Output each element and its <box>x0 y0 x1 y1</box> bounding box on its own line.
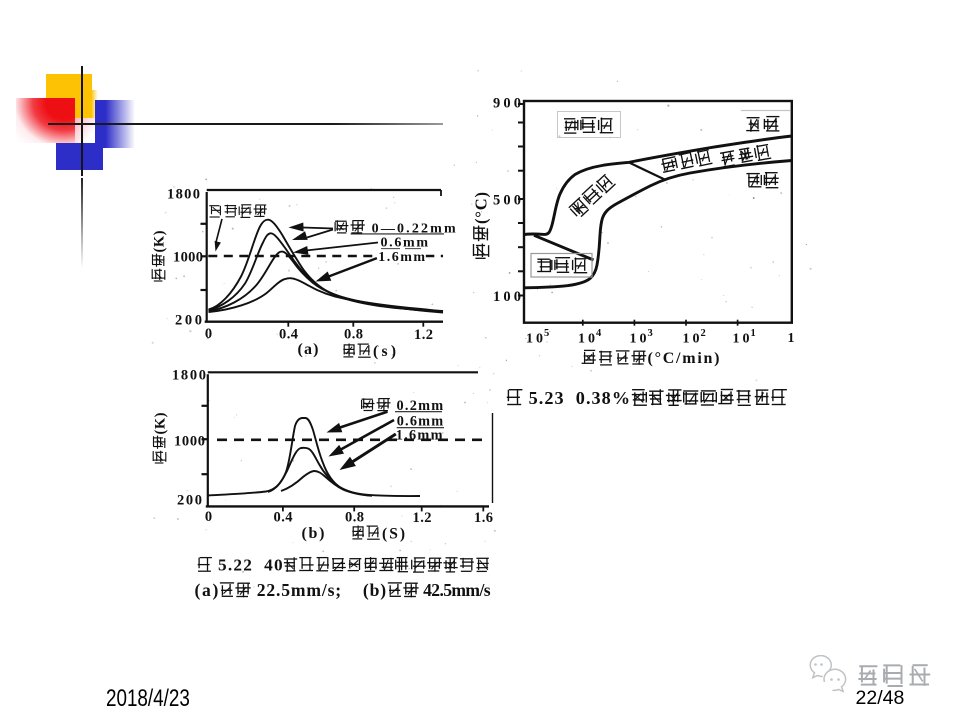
svg-text:5.23 0.38%: 5.23 0.38% <box>523 388 630 408</box>
svg-text:42.5mm/s: 42.5mm/s <box>419 580 490 600</box>
svg-text:4: 4 <box>596 328 602 339</box>
svg-text:0.4: 0.4 <box>279 327 298 343</box>
svg-text:5.22 40: 5.22 40 <box>213 556 283 575</box>
svg-text:1.2: 1.2 <box>414 327 433 343</box>
svg-text:500: 500 <box>493 193 521 209</box>
svg-text:1.2: 1.2 <box>413 510 432 526</box>
svg-text:0.2mm: 0.2mm <box>392 398 444 414</box>
svg-text:10: 10 <box>526 332 543 347</box>
svg-text:0.6mm: 0.6mm <box>381 235 429 250</box>
svg-text:1.6mm: 1.6mm <box>378 250 425 265</box>
svg-text:1800: 1800 <box>167 187 200 203</box>
svg-text:(°C/min): (°C/min) <box>648 350 720 367</box>
svg-text:(°C): (°C) <box>472 192 491 224</box>
svg-text:0: 0 <box>205 509 212 525</box>
svg-text:(K): (K) <box>152 230 168 252</box>
svg-text:10: 10 <box>578 332 595 347</box>
svg-text:200: 200 <box>177 493 202 509</box>
svg-text:1.6: 1.6 <box>474 510 493 526</box>
svg-text:(a): (a) <box>298 341 319 358</box>
svg-text:0.6mm: 0.6mm <box>397 413 444 429</box>
svg-text:1000: 1000 <box>174 434 205 450</box>
svg-text:3: 3 <box>648 328 653 339</box>
svg-text:(a): (a) <box>195 580 219 600</box>
svg-text:22.5mm/s; (b): 22.5mm/s; (b) <box>252 580 387 600</box>
svg-text:(s): (s) <box>373 343 396 360</box>
svg-text:10: 10 <box>733 332 750 347</box>
svg-text:900: 900 <box>493 96 521 112</box>
svg-text:0.8: 0.8 <box>345 510 364 526</box>
svg-text:(S): (S) <box>382 526 405 543</box>
svg-text:1000: 1000 <box>173 250 203 266</box>
svg-text:1800: 1800 <box>172 368 206 384</box>
svg-text:1: 1 <box>751 328 756 339</box>
svg-text:(K): (K) <box>153 412 169 434</box>
svg-text:5: 5 <box>544 328 549 339</box>
svg-text:10: 10 <box>683 332 700 347</box>
svg-text:0: 0 <box>205 326 212 342</box>
svg-text:1: 1 <box>788 331 795 346</box>
svg-text:200: 200 <box>175 313 202 329</box>
svg-text:2: 2 <box>701 328 706 339</box>
svg-text:0.8: 0.8 <box>344 327 363 343</box>
svg-text:1.6mm: 1.6mm <box>396 428 443 444</box>
svg-text:10: 10 <box>630 332 647 347</box>
svg-text:0.4: 0.4 <box>274 510 293 526</box>
svg-text:(b): (b) <box>302 525 325 542</box>
svg-text:0—0.22mm: 0—0.22mm <box>366 222 456 237</box>
svg-text:100: 100 <box>493 289 521 305</box>
